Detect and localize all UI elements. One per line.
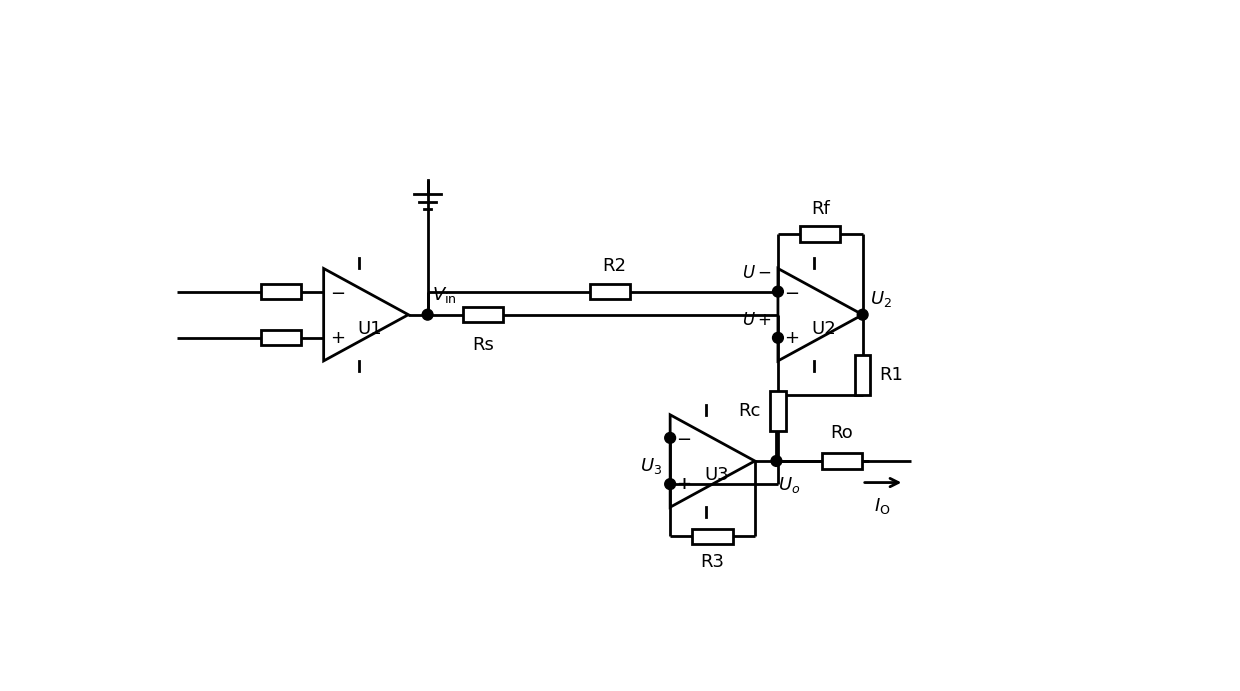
Circle shape [422, 310, 433, 320]
Text: $U_o$: $U_o$ [777, 475, 800, 495]
Text: $+$: $+$ [330, 329, 345, 347]
Text: R1: R1 [879, 366, 904, 384]
Text: Rs: Rs [472, 337, 494, 354]
Text: $V_{\rm in}$: $V_{\rm in}$ [433, 285, 458, 305]
Text: $I_{\rm O}$: $I_{\rm O}$ [874, 496, 892, 516]
Circle shape [665, 433, 676, 444]
Text: $U+$: $U+$ [743, 310, 771, 328]
Bar [262, 284, 301, 299]
Bar [590, 284, 630, 299]
Bar [800, 226, 841, 242]
Bar [463, 307, 503, 323]
Circle shape [773, 332, 784, 343]
Text: $-$: $-$ [676, 429, 692, 447]
Text: Ro: Ro [831, 424, 853, 442]
Bar [822, 453, 862, 468]
Text: $U-$: $U-$ [743, 265, 771, 283]
Circle shape [857, 310, 868, 320]
Text: $-$: $-$ [330, 283, 345, 301]
Circle shape [665, 479, 676, 489]
Circle shape [771, 455, 781, 466]
Text: U3: U3 [704, 466, 729, 484]
Text: $-$: $-$ [784, 283, 800, 301]
Text: R3: R3 [701, 553, 724, 571]
Text: $+$: $+$ [784, 329, 800, 347]
Text: $+$: $+$ [676, 475, 692, 493]
Text: Rc: Rc [739, 402, 761, 420]
Circle shape [773, 286, 784, 297]
Text: $U_2$: $U_2$ [870, 289, 893, 308]
Bar [770, 391, 786, 431]
Bar [692, 529, 733, 544]
Bar [262, 330, 301, 346]
Text: U1: U1 [357, 319, 382, 337]
Text: $+$: $+$ [676, 475, 692, 493]
Text: $U_3$: $U_3$ [640, 456, 662, 476]
Text: U2: U2 [812, 319, 837, 337]
Text: Rf: Rf [811, 200, 830, 218]
Bar [854, 354, 870, 395]
Text: R2: R2 [603, 256, 626, 274]
